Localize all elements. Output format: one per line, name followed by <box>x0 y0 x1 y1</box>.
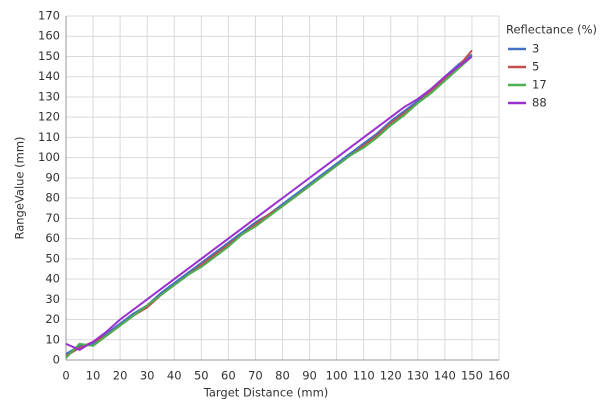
y-axis-label: RangeValue (mm) <box>13 136 27 239</box>
x-axis-label: Target Distance (mm) <box>203 386 329 400</box>
legend-title: Reflectance (%) <box>506 23 597 37</box>
y-tick-label: 170 <box>38 9 60 23</box>
legend-label: 3 <box>532 42 539 56</box>
y-tick-label: 160 <box>38 29 60 43</box>
y-tick-label: 70 <box>45 211 60 225</box>
y-tick-label: 60 <box>45 231 60 245</box>
y-tick-label: 90 <box>45 170 60 184</box>
data-line <box>65 55 473 359</box>
y-tick-label: 40 <box>45 272 60 286</box>
y-tick-label: 100 <box>38 150 60 164</box>
x-tick-label: 60 <box>221 369 236 383</box>
data-line <box>65 53 473 355</box>
x-tick-label: 10 <box>86 369 101 383</box>
x-tick-label: 30 <box>140 369 155 383</box>
y-tick-label: 0 <box>53 353 60 367</box>
y-tick-label: 150 <box>38 49 60 63</box>
x-tick-label: 130 <box>407 369 429 383</box>
legend-label: 17 <box>532 78 547 92</box>
legend-label: 88 <box>532 96 547 110</box>
data-line <box>65 49 473 357</box>
y-tick-label: 20 <box>45 312 60 326</box>
x-tick-label: 40 <box>167 369 182 383</box>
x-tick-label: 120 <box>380 369 402 383</box>
x-tick-label: 110 <box>353 369 375 383</box>
y-tick-label: 10 <box>45 332 60 346</box>
x-tick-label: 140 <box>434 369 456 383</box>
x-tick-label: 80 <box>275 369 290 383</box>
x-tick-label: 150 <box>461 369 483 383</box>
data-line <box>65 55 473 351</box>
y-tick-label: 80 <box>45 191 60 205</box>
x-tick-label: 0 <box>62 369 69 383</box>
x-tick-label: 100 <box>326 369 348 383</box>
x-tick-label: 160 <box>488 369 510 383</box>
y-tick-label: 110 <box>38 130 60 144</box>
y-tick-label: 50 <box>45 251 60 265</box>
x-tick-label: 50 <box>194 369 209 383</box>
y-tick-label: 30 <box>45 292 60 306</box>
x-tick-label: 70 <box>248 369 263 383</box>
x-tick-label: 20 <box>113 369 128 383</box>
y-tick-label: 140 <box>38 69 60 83</box>
legend-label: 5 <box>532 60 539 74</box>
x-tick-label: 90 <box>302 369 317 383</box>
y-tick-label: 130 <box>38 89 60 103</box>
y-tick-label: 120 <box>38 110 60 124</box>
